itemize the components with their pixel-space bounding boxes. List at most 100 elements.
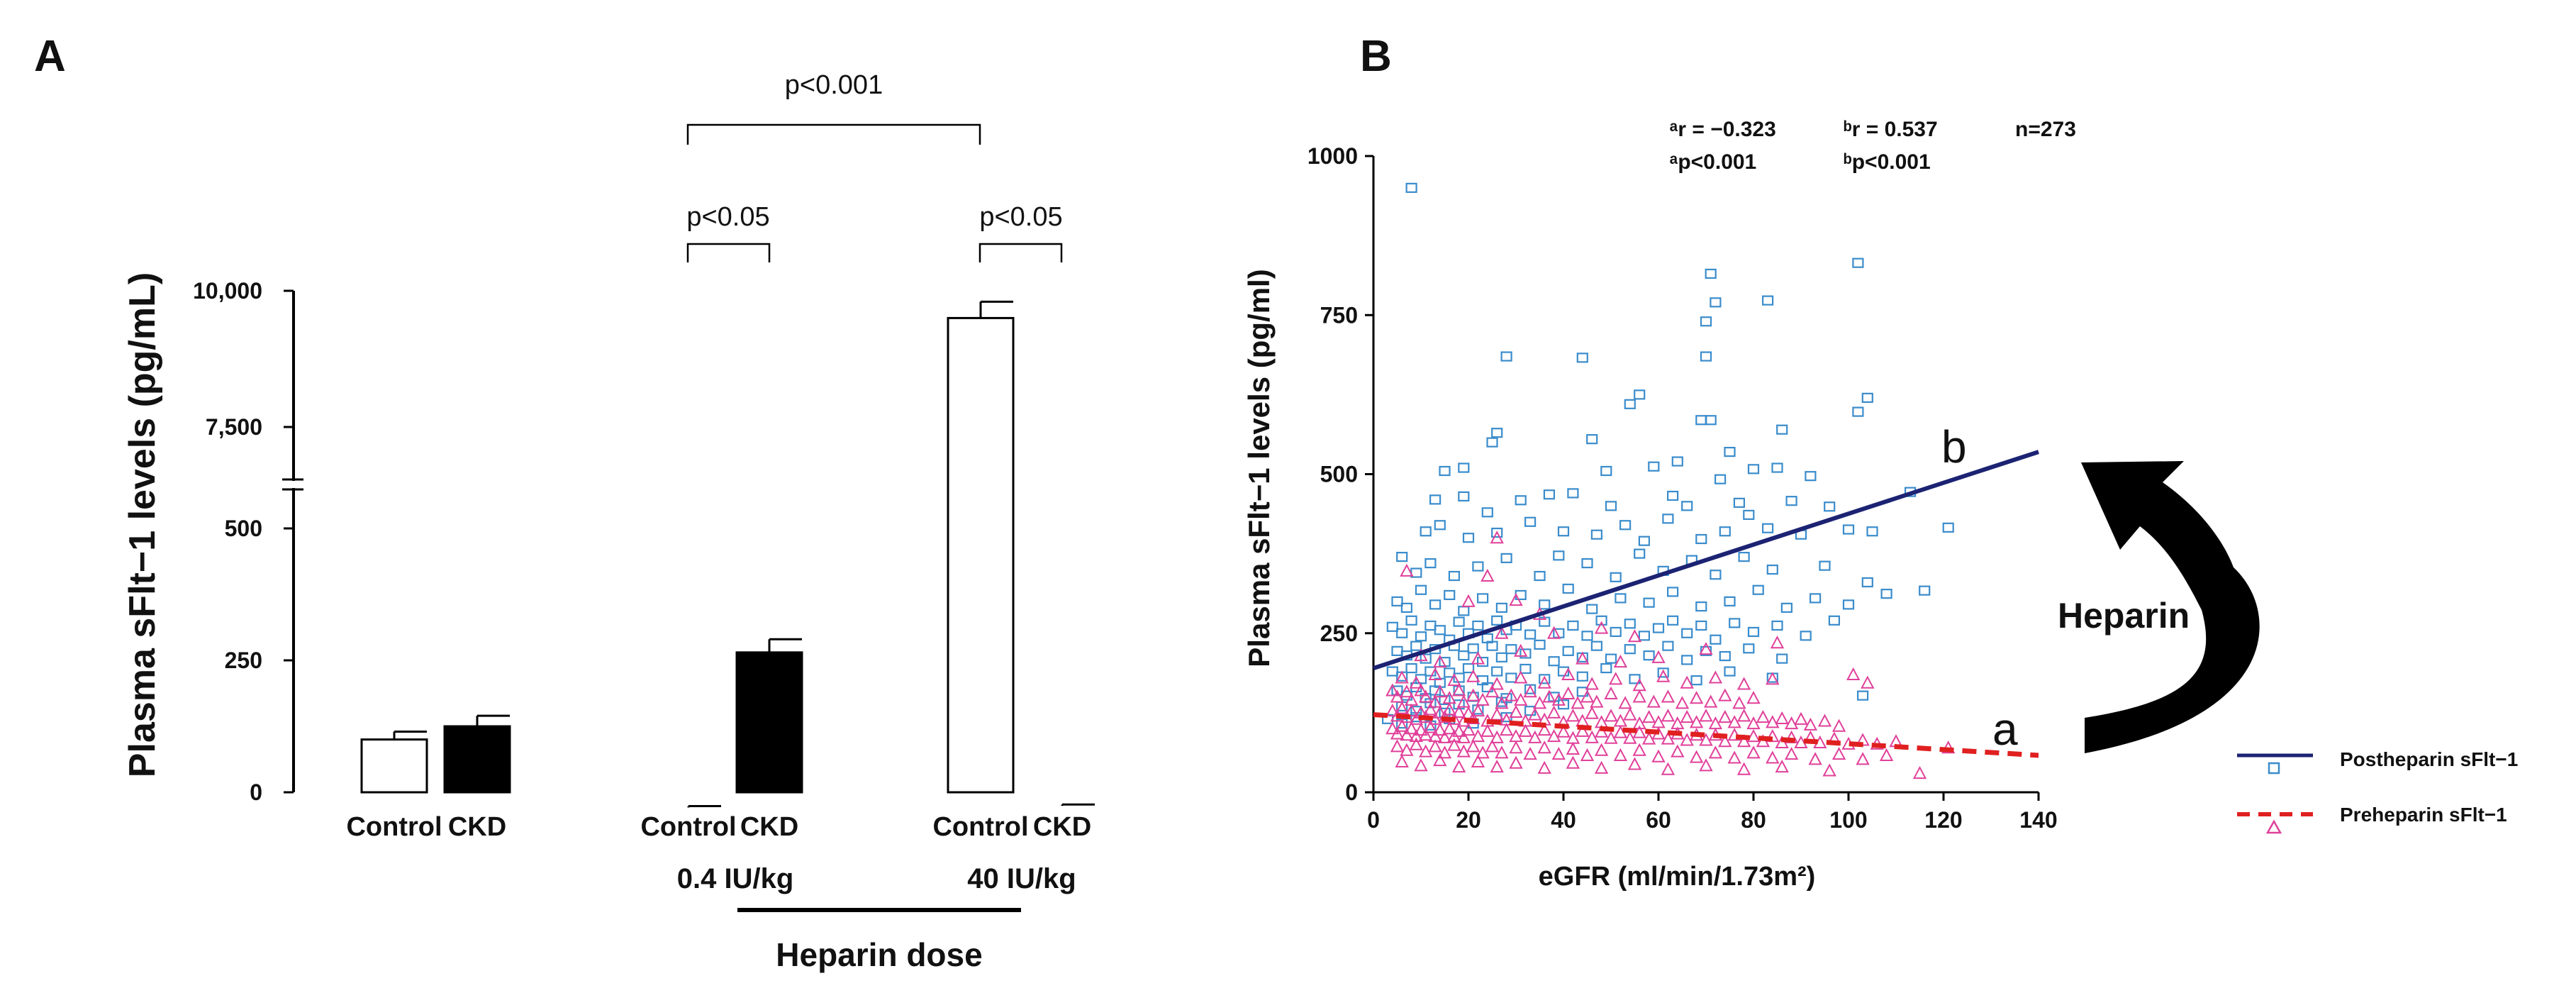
- postheparin-points: [1381, 182, 1954, 731]
- postheparin-point-119: [1581, 631, 1593, 641]
- preheparin-point-61: [1580, 689, 1595, 703]
- postheparin-point-98: [1810, 593, 1822, 604]
- preheparin-point-39: [1390, 689, 1405, 703]
- preheparin-point-68: [1675, 696, 1690, 709]
- preheparin-point-4: [1509, 592, 1523, 606]
- preheparin-point-37: [1861, 675, 1875, 689]
- postheparin-point-82: [1429, 599, 1442, 610]
- preheparin-point-235: [1736, 762, 1751, 775]
- preheparin-point-72: [1732, 696, 1746, 709]
- preheparin-point-58: [1551, 692, 1566, 706]
- postheparin-point-15: [1491, 428, 1503, 438]
- postheparin-point-17: [1586, 434, 1598, 445]
- postheparin-point-33: [1481, 507, 1493, 518]
- postheparin-point-136: [1410, 640, 1422, 651]
- preheparin-point-12: [1471, 651, 1485, 665]
- postheparin-point-14: [1705, 415, 1717, 426]
- preheparin-point-0: [1400, 563, 1414, 577]
- postheparin-point-177: [1576, 671, 1588, 682]
- postheparin-point-85: [1477, 593, 1489, 604]
- pvalue-0-4: p<0.05: [686, 202, 769, 232]
- postheparin-point-168: [1444, 667, 1456, 678]
- pvalue-40: p<0.05: [979, 202, 1062, 232]
- panel-a-y-ticks: 0 250 500 7,500 10,000: [193, 278, 294, 805]
- postheparin-point-18: [1776, 424, 1788, 435]
- postheparin-point-57: [1762, 523, 1774, 533]
- postheparin-point-44: [1824, 501, 1836, 512]
- postheparin-point-41: [1733, 497, 1745, 508]
- regression-lines: [1373, 450, 2039, 758]
- preheparin-point-116: [1699, 709, 1713, 722]
- postheparin-point-202: [1453, 699, 1465, 710]
- preheparin-point-195: [1447, 738, 1461, 751]
- postheparin-point-1: [1852, 257, 1864, 268]
- postheparin-point-128: [1710, 634, 1722, 645]
- preheparin-point-197: [1466, 739, 1481, 753]
- line-letter-a: a: [1992, 704, 2018, 755]
- postheparin-point-91: [1615, 593, 1627, 604]
- postheparin-point-75: [1766, 564, 1778, 575]
- heparin-arrow-icon: [2081, 461, 2260, 753]
- postheparin-point-112: [1491, 615, 1503, 626]
- postheparin-point-37: [1605, 501, 1617, 511]
- postheparin-point-64: [1472, 561, 1484, 572]
- postheparin-point-53: [1638, 536, 1650, 546]
- preheparin-point-66: [1646, 694, 1661, 708]
- postheparin-point-141: [1458, 650, 1470, 661]
- panel-b-x-tick-label-7: 140: [2019, 807, 2057, 833]
- postheparin-point-34: [1515, 495, 1527, 506]
- postheparin-point-108: [1453, 616, 1465, 627]
- preheparin-point-26: [1537, 675, 1551, 689]
- panel-b-letter: B: [1360, 32, 1392, 81]
- preheparin-point-219: [1831, 747, 1846, 760]
- preheparin-point-48: [1456, 694, 1471, 708]
- postheparin-point-89: [1562, 583, 1574, 594]
- postheparin-point-24: [1648, 461, 1660, 472]
- preheparin-point-204: [1551, 747, 1566, 760]
- preheparin-point-120: [1736, 709, 1751, 722]
- postheparin-point-45: [1420, 526, 1432, 537]
- panel-b-x-tick-label-3: 60: [1646, 807, 1671, 833]
- postheparin-point-54: [1662, 514, 1674, 524]
- preheparin-point-13: [1514, 643, 1528, 657]
- preheparin-point-171: [1699, 733, 1713, 746]
- postheparin-point-160: [1743, 643, 1755, 654]
- preheparin-point-28: [1585, 677, 1599, 690]
- postheparin-point-48: [1491, 527, 1503, 538]
- preheparin-point-193: [1428, 739, 1442, 753]
- postheparin-point-9: [1634, 389, 1646, 400]
- significance-brackets: p<0.05 p<0.05 p<0.001: [686, 70, 1063, 262]
- preheparin-point-43: [1419, 689, 1433, 703]
- preheparin-point-210: [1651, 749, 1666, 762]
- postheparin-point-6: [1500, 351, 1512, 362]
- postheparin-point-122: [1624, 618, 1636, 629]
- preheparin-point-38: [1385, 683, 1400, 697]
- postheparin-point-11: [1861, 392, 1873, 403]
- preheparin-point-229: [1537, 760, 1551, 774]
- pvalue-control: p<0.001: [785, 70, 883, 100]
- postheparin-point-103: [1405, 615, 1417, 626]
- preheparin-point-169: [1680, 733, 1694, 746]
- preheparin-point-189: [1390, 739, 1405, 753]
- preheparin-point-123: [1766, 715, 1780, 728]
- preheparin-point-40: [1400, 684, 1414, 698]
- preheparin-point-94: [1490, 707, 1504, 721]
- postheparin-point-62: [1424, 557, 1437, 569]
- preheparin-point-213: [1708, 745, 1723, 759]
- stat-a-r: ᵃr = −0.323: [1670, 118, 1776, 141]
- preheparin-point-34: [1736, 677, 1751, 690]
- preheparin-point-202: [1523, 747, 1537, 760]
- preheparin-point-42: [1414, 683, 1428, 697]
- preheparin-point-228: [1509, 755, 1523, 769]
- postheparin-point-50: [1557, 526, 1570, 537]
- postheparin-point-125: [1667, 615, 1679, 626]
- postheparin-point-83: [1444, 589, 1456, 601]
- postheparin-point-142: [1467, 643, 1479, 654]
- postheparin-point-144: [1486, 640, 1498, 651]
- postheparin-point-20: [1724, 447, 1736, 457]
- preheparin-point-69: [1689, 691, 1704, 704]
- category-label-40IUkg-ckd: CKD: [1033, 812, 1091, 842]
- postheparin-point-92: [1643, 597, 1655, 608]
- preheparin-point-84: [1433, 705, 1447, 719]
- postheparin-point-63: [1448, 570, 1461, 582]
